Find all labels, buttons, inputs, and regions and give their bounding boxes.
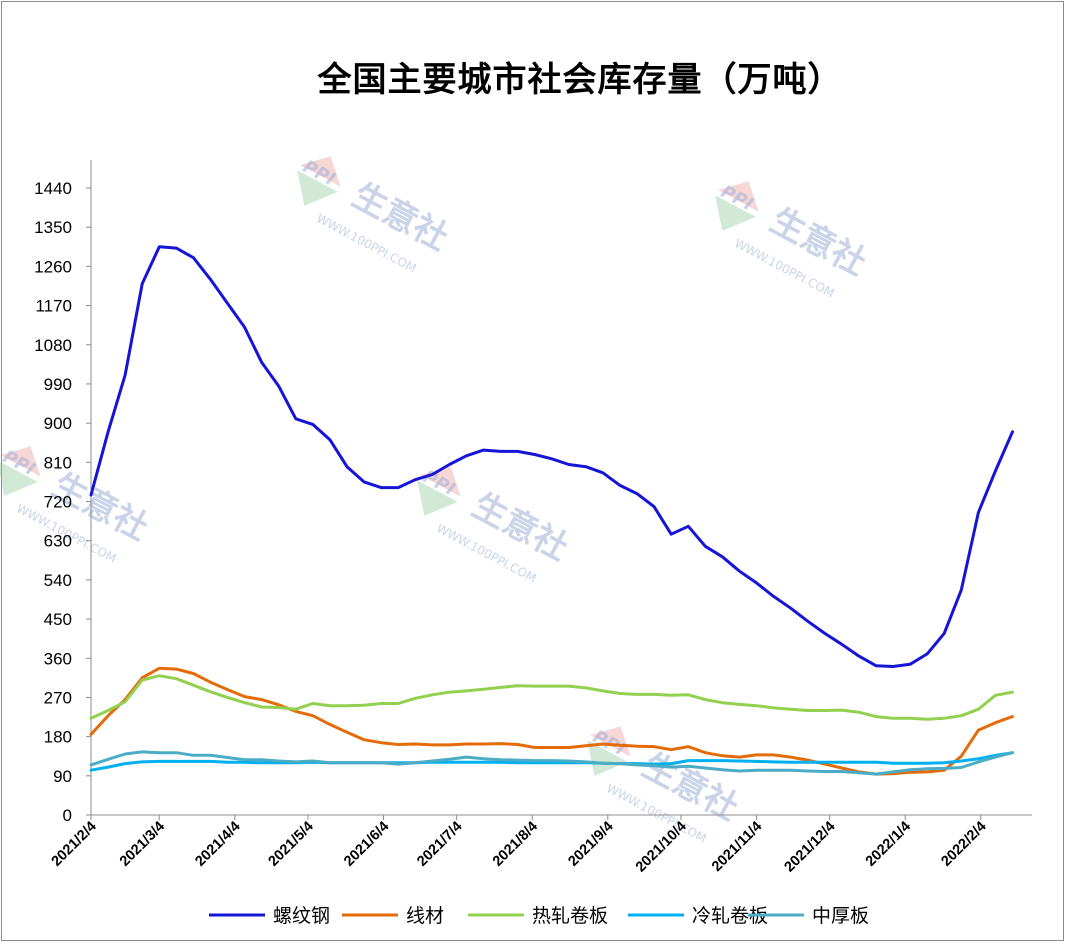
legend-label: 中厚板 bbox=[812, 905, 869, 927]
y-axis-ticks: 0 90 180 270 360 450 540 630 720 810 900 990 1080 117… bbox=[34, 179, 91, 825]
y-tick-label: 720 bbox=[44, 493, 72, 512]
y-tick-label: 180 bbox=[44, 728, 72, 747]
y-tick-label: 450 bbox=[44, 610, 72, 629]
legend-label: 螺纹钢 bbox=[273, 905, 330, 927]
y-tick-label: 900 bbox=[44, 414, 72, 433]
x-tick-label: 2022/2/4 bbox=[938, 819, 989, 870]
y-tick-label: 1080 bbox=[34, 336, 72, 355]
x-tick-label: 2021/9/4 bbox=[565, 819, 616, 870]
series-line-3 bbox=[89, 674, 1014, 721]
legend-label: 线材 bbox=[406, 905, 444, 927]
watermark-logo-bottom bbox=[297, 170, 338, 206]
watermark-logo-bottom bbox=[417, 480, 458, 516]
chart-title: 全国主要城市社会库存量（万吨） bbox=[317, 60, 843, 100]
watermark-logo-top bbox=[300, 156, 341, 187]
legend-label: 冷轧卷板 bbox=[692, 905, 768, 927]
x-tick-label: 2021/4/4 bbox=[192, 819, 243, 870]
x-axis-ticks: 2021/2/4 2021/3/4 2021/4/4 2021/5/4 2021/6/4… bbox=[49, 815, 990, 875]
x-tick-label: 2021/11/4 bbox=[709, 819, 765, 875]
legend-label: 热轧卷板 bbox=[532, 905, 608, 927]
legend: 螺纹钢 线材 热轧卷板 冷轧卷板 中厚板 bbox=[209, 905, 869, 927]
x-tick-label: 2021/6/4 bbox=[341, 819, 392, 870]
series-line-1 bbox=[89, 245, 1014, 668]
x-tick-label: 2021/3/4 bbox=[117, 819, 168, 870]
x-tick-label: 2021/12/4 bbox=[782, 819, 839, 876]
watermark-logo-bottom bbox=[587, 740, 628, 776]
watermark-logo-bottom bbox=[0, 460, 38, 496]
y-tick-label: 630 bbox=[44, 532, 72, 551]
y-tick-label: 810 bbox=[44, 453, 72, 472]
y-tick-label: 270 bbox=[44, 688, 72, 707]
x-tick-label: 2021/8/4 bbox=[490, 819, 541, 870]
y-tick-label: 1350 bbox=[34, 218, 72, 237]
axes bbox=[90, 160, 1032, 816]
x-tick-label: 2022/1/4 bbox=[863, 819, 914, 870]
y-tick-label: 1170 bbox=[35, 297, 72, 316]
watermark-logo-top bbox=[718, 181, 759, 212]
watermark-logo-top bbox=[0, 446, 41, 477]
series-layer bbox=[89, 245, 1014, 776]
x-tick-label: 2021/10/4 bbox=[633, 819, 690, 876]
y-tick-label: 360 bbox=[44, 649, 72, 668]
y-tick-label: 1440 bbox=[34, 179, 72, 198]
y-tick-label: 1260 bbox=[34, 257, 72, 276]
watermark-logo-top bbox=[590, 726, 631, 757]
x-tick-label: 2021/5/4 bbox=[266, 819, 317, 870]
watermark-logo-bottom bbox=[715, 195, 756, 231]
y-tick-label: 540 bbox=[44, 571, 72, 590]
series-line-5 bbox=[89, 750, 1014, 776]
x-tick-label: 2021/2/4 bbox=[49, 819, 100, 870]
series-line-4 bbox=[89, 751, 1014, 772]
y-tick-label: 0 bbox=[63, 806, 72, 825]
y-tick-label: 990 bbox=[44, 375, 72, 394]
y-tick-label: 90 bbox=[53, 767, 72, 786]
x-tick-label: 2021/7/4 bbox=[414, 819, 465, 870]
